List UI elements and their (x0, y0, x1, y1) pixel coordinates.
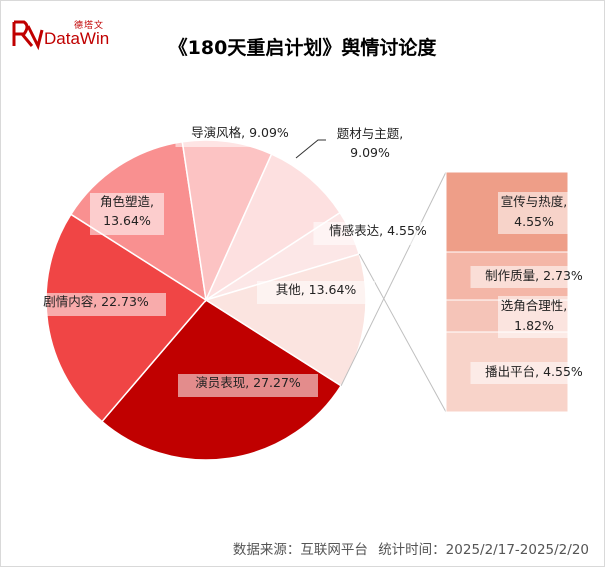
slice-label-6: 其他, 13.64% (257, 281, 375, 304)
footer-period: 统计时间：2025/2/17-2025/2/20 (378, 542, 589, 558)
svg-text:剧情内容, 22.73%: 剧情内容, 22.73% (43, 294, 149, 309)
footer-source: 数据来源：互联网平台 (232, 542, 368, 558)
sub-bar-label-0: 宣传与热度, 4.55% (498, 192, 570, 234)
slice-label-0: 演员表现, 27.27% (178, 374, 318, 397)
connector-line-bottom (358, 253, 447, 413)
slice-label-2: 角色塑造, 13.64% (90, 193, 164, 235)
svg-text:情感表达, 4.55%: 情感表达, 4.55% (329, 223, 427, 238)
svg-text:导演风格, 9.09%: 导演风格, 9.09% (191, 125, 289, 140)
slice-label-1: 剧情内容, 22.73% (26, 293, 166, 316)
connector-line-top (340, 171, 447, 386)
svg-text:选角合理性,: 选角合理性, (501, 298, 567, 313)
pie-slice-1 (45, 213, 208, 423)
svg-text:播出平台, 4.55%: 播出平台, 4.55% (485, 364, 583, 379)
pie-slice-4 (204, 153, 342, 303)
slice-label-4: 题材与主题, 9.09% (333, 125, 407, 167)
svg-text:4.55%: 4.55% (514, 214, 554, 229)
datawin-logo: 德塔文 DataWin (8, 8, 118, 54)
slice-label-5: 情感表达, 4.55% (313, 222, 443, 245)
footer: 数据来源：互联网平台 统计时间：2025/2/17-2025/2/20 (227, 538, 589, 558)
sub-bar-label-1: 制作质量, 2.73% (470, 266, 598, 288)
svg-text:角色塑造,: 角色塑造, (100, 194, 154, 209)
logo-mark-icon (12, 20, 44, 51)
logo-text-en: DataWin (44, 29, 110, 48)
svg-text:演员表现, 27.27%: 演员表现, 27.27% (195, 375, 301, 390)
sub-bar-label-3: 播出平台, 4.55% (470, 362, 598, 384)
svg-text:9.09%: 9.09% (350, 145, 390, 160)
svg-text:1.82%: 1.82% (514, 318, 554, 333)
leader-line-theme (295, 139, 326, 159)
slice-label-3: 导演风格, 9.09% (175, 124, 305, 147)
svg-text:制作质量, 2.73%: 制作质量, 2.73% (485, 268, 583, 283)
logo-text-cn: 德塔文 (74, 21, 105, 31)
svg-text:其他, 13.64%: 其他, 13.64% (276, 282, 357, 297)
svg-text:题材与主题,: 题材与主题, (337, 126, 403, 141)
connector-lines (295, 139, 447, 413)
sub-bar-label-2: 选角合理性, 1.82% (498, 296, 570, 338)
svg-text:13.64%: 13.64% (103, 213, 151, 228)
svg-text:宣传与热度,: 宣传与热度, (501, 194, 567, 209)
data-labels: 演员表现, 27.27% 剧情内容, 22.73% 角色塑造, 13.64% 导演风格,… (26, 124, 598, 397)
chart-title: 《180天重启计划》舆情讨论度 (168, 37, 437, 59)
